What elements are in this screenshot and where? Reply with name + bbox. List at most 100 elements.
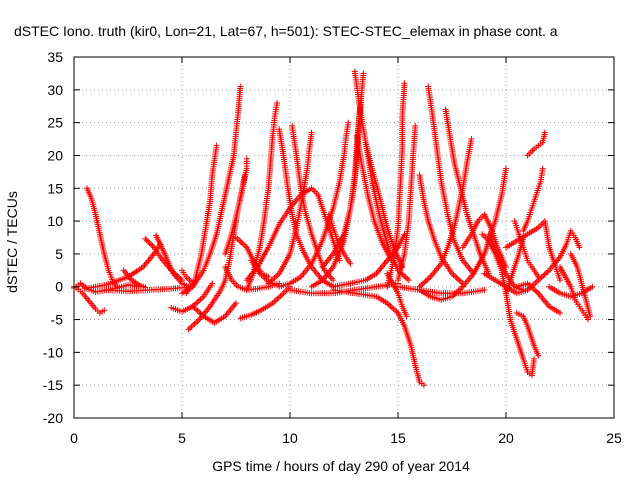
track-marker <box>446 130 453 137</box>
track-marker <box>467 233 474 240</box>
track-marker <box>271 281 278 288</box>
y-tick-label: 30 <box>47 82 63 98</box>
track-marker <box>402 274 409 281</box>
track-marker <box>318 239 325 246</box>
track-marker <box>387 302 394 309</box>
track-marker <box>447 268 454 275</box>
track-marker <box>469 272 476 279</box>
track-marker <box>306 186 313 193</box>
track-marker <box>573 262 580 269</box>
x-tick-label: 20 <box>498 430 514 446</box>
plot-frame <box>73 56 615 419</box>
track-marker <box>388 304 395 311</box>
track-marker <box>100 248 107 255</box>
track-marker <box>575 301 581 308</box>
track-marker <box>217 213 224 220</box>
track-marker <box>433 143 440 150</box>
track-marker <box>404 275 411 282</box>
track-marker <box>452 273 459 280</box>
track-marker <box>456 277 463 284</box>
x-tick-label: 10 <box>282 430 298 446</box>
track-marker <box>456 286 463 293</box>
track-marker <box>398 301 405 308</box>
y-tick-label: 15 <box>47 180 63 196</box>
track-marker <box>579 307 586 314</box>
track-marker <box>407 340 414 347</box>
track-marker <box>418 282 425 289</box>
track-marker <box>543 270 550 277</box>
track-marker <box>444 209 451 216</box>
track-marker <box>92 209 99 216</box>
track-marker <box>82 293 89 300</box>
track-marker <box>468 138 475 145</box>
track-marker <box>364 189 371 196</box>
track-marker <box>502 167 509 174</box>
track-marker <box>458 255 465 262</box>
track-marker <box>226 259 233 266</box>
track-marker <box>240 241 247 248</box>
track-marker <box>342 134 349 141</box>
track-marker <box>96 229 103 236</box>
track-marker <box>273 273 280 280</box>
track-marker <box>77 288 84 295</box>
track-marker <box>530 357 537 364</box>
track-marker <box>486 222 493 229</box>
track-marker <box>523 321 530 328</box>
track-marker <box>502 268 509 275</box>
track-marker <box>402 311 409 318</box>
track-marker <box>582 294 589 301</box>
track-marker <box>400 233 407 240</box>
track-marker <box>328 252 335 259</box>
track-marker <box>205 305 212 312</box>
track-marker <box>277 293 284 300</box>
track-marker <box>274 272 281 279</box>
track-marker <box>328 275 335 282</box>
track-marker <box>340 239 347 246</box>
track-marker <box>177 278 184 285</box>
track-marker <box>371 284 378 291</box>
track-marker <box>479 287 486 294</box>
track-marker <box>368 163 375 170</box>
track-marker <box>308 131 315 138</box>
track-marker <box>301 206 308 213</box>
track-marker <box>206 252 213 259</box>
track-marker <box>233 282 240 289</box>
track-marker <box>532 279 539 286</box>
track-marker <box>450 235 457 242</box>
track-marker <box>86 299 93 306</box>
track-marker <box>257 307 264 314</box>
y-tick-label: 25 <box>47 115 63 131</box>
track-marker <box>529 147 536 154</box>
track-marker <box>242 242 249 249</box>
track-marker <box>192 300 199 307</box>
track-marker <box>484 236 491 243</box>
track-marker <box>532 287 539 294</box>
track-marker <box>306 148 313 155</box>
track-marker <box>212 233 219 240</box>
track-marker <box>437 176 444 183</box>
track-marker <box>245 312 252 319</box>
y-axis-ticks: -20 -15 -10 -5 0 5 10 15 20 25 30 35 <box>43 49 614 426</box>
track-marker <box>532 194 539 201</box>
track-marker <box>91 304 98 311</box>
track-marker <box>491 249 498 256</box>
track-marker <box>194 299 201 306</box>
track-marker <box>317 278 324 285</box>
track-marker <box>425 275 432 282</box>
track-marker <box>264 246 271 253</box>
y-tick-label: -15 <box>43 377 63 393</box>
track-marker <box>284 183 291 190</box>
track-marker <box>420 196 427 203</box>
track-marker <box>190 322 197 329</box>
track-marker <box>278 291 285 298</box>
track-marker <box>578 278 585 285</box>
track-marker <box>429 110 436 117</box>
track-marker <box>146 240 153 247</box>
track-marker <box>400 321 407 328</box>
track-marker <box>216 288 223 295</box>
track-marker <box>513 334 520 341</box>
track-marker <box>237 238 244 245</box>
track-marker <box>293 229 300 236</box>
track-marker <box>556 274 563 281</box>
x-tick-label: 15 <box>390 430 406 446</box>
